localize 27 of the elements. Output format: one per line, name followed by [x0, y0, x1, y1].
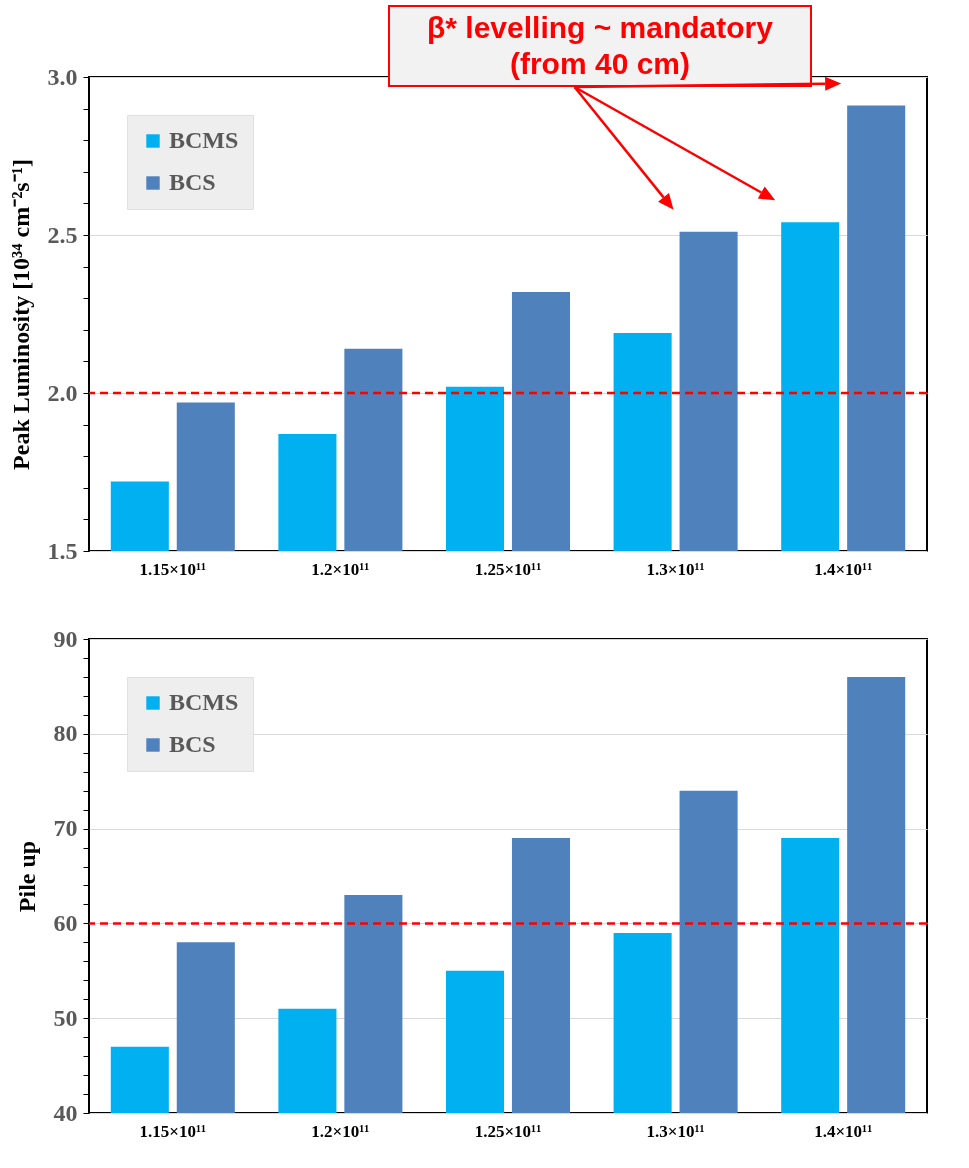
x-tick-label: 1.2×10¹¹ [311, 559, 370, 579]
y-tick-label: 2.0 [47, 379, 78, 406]
legend-label: BCS [169, 169, 216, 195]
y-tick-label: 60 [53, 909, 78, 936]
y-tick-label: 50 [53, 1004, 78, 1031]
x-tick-label: 1.25×10¹¹ [474, 559, 542, 579]
y-tick-label: 1.5 [47, 537, 78, 564]
legend-label: BCS [169, 731, 216, 757]
y-axis-title: Pile up [13, 840, 40, 913]
y-tick-label: 90 [53, 625, 78, 652]
x-tick-label: 1.15×10¹¹ [139, 559, 207, 579]
x-tick-label: 1.2×10¹¹ [311, 1121, 370, 1141]
x-tick-label: 1.4×10¹¹ [814, 559, 873, 579]
x-tick-label: 1.3×10¹¹ [646, 559, 705, 579]
x-tick-label: 1.15×10¹¹ [139, 1121, 207, 1141]
legend-label: BCMS [169, 127, 239, 153]
y-tick-label: 70 [53, 815, 78, 842]
y-axis-title: Peak Luminosity [10³⁴ cm⁻²s⁻¹] [7, 159, 34, 470]
y-tick-label: 40 [53, 1099, 78, 1126]
x-tick-label: 1.25×10¹¹ [474, 1121, 542, 1141]
annotation: β* levelling ~ mandatory (from 40 cm) [388, 5, 812, 87]
legend-label: BCMS [169, 689, 239, 715]
x-tick-label: 1.4×10¹¹ [814, 1121, 873, 1141]
y-tick-label: 2.5 [47, 221, 78, 248]
x-tick-label: 1.3×10¹¹ [646, 1121, 705, 1141]
y-tick-label: 80 [53, 720, 78, 747]
y-tick-label: 3.0 [47, 63, 78, 90]
